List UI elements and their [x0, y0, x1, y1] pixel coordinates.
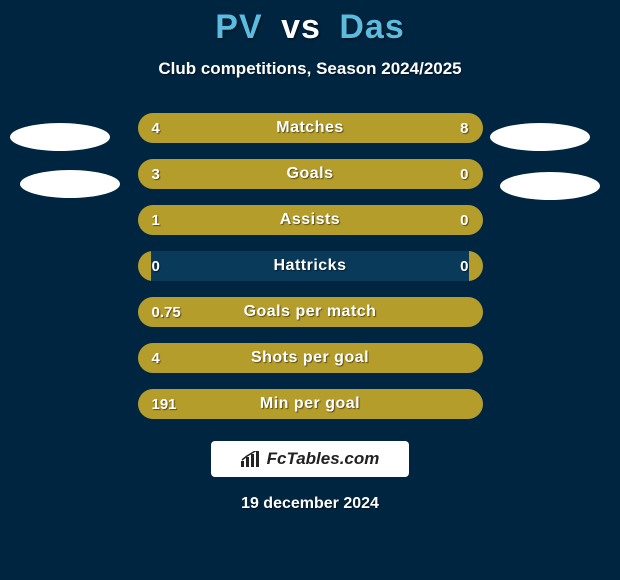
brand-text: FcTables.com: [267, 449, 380, 469]
stat-label: Matches: [138, 113, 483, 143]
comparison-card: PV vs Das Club competitions, Season 2024…: [0, 0, 620, 580]
player1-name: PV: [215, 8, 262, 46]
decorative-ellipse: [10, 123, 110, 151]
date-label: 19 december 2024: [241, 495, 379, 513]
stat-row: 48Matches: [138, 113, 483, 143]
title-vs: vs: [281, 8, 321, 46]
stat-label: Hattricks: [138, 251, 483, 281]
brand-logo: FcTables.com: [211, 441, 409, 477]
stats-list: 48Matches 30Goals 10Assists 00Hattricks 0.75…: [138, 113, 483, 419]
stat-row: 10Assists: [138, 205, 483, 235]
chart-icon: [241, 451, 261, 467]
page-title: PV vs Das: [215, 8, 404, 47]
stat-row: 0.75Goals per match: [138, 297, 483, 327]
stat-label: Goals: [138, 159, 483, 189]
stat-row: 191Min per goal: [138, 389, 483, 419]
player2-name: Das: [339, 8, 404, 46]
stat-row: 30Goals: [138, 159, 483, 189]
stat-label: Assists: [138, 205, 483, 235]
stat-label: Goals per match: [138, 297, 483, 327]
decorative-ellipse: [490, 123, 590, 151]
stat-row: 00Hattricks: [138, 251, 483, 281]
stat-label: Min per goal: [138, 389, 483, 419]
stat-row: 4Shots per goal: [138, 343, 483, 373]
subtitle: Club competitions, Season 2024/2025: [158, 59, 461, 79]
decorative-ellipse: [500, 172, 600, 200]
stat-label: Shots per goal: [138, 343, 483, 373]
decorative-ellipse: [20, 170, 120, 198]
